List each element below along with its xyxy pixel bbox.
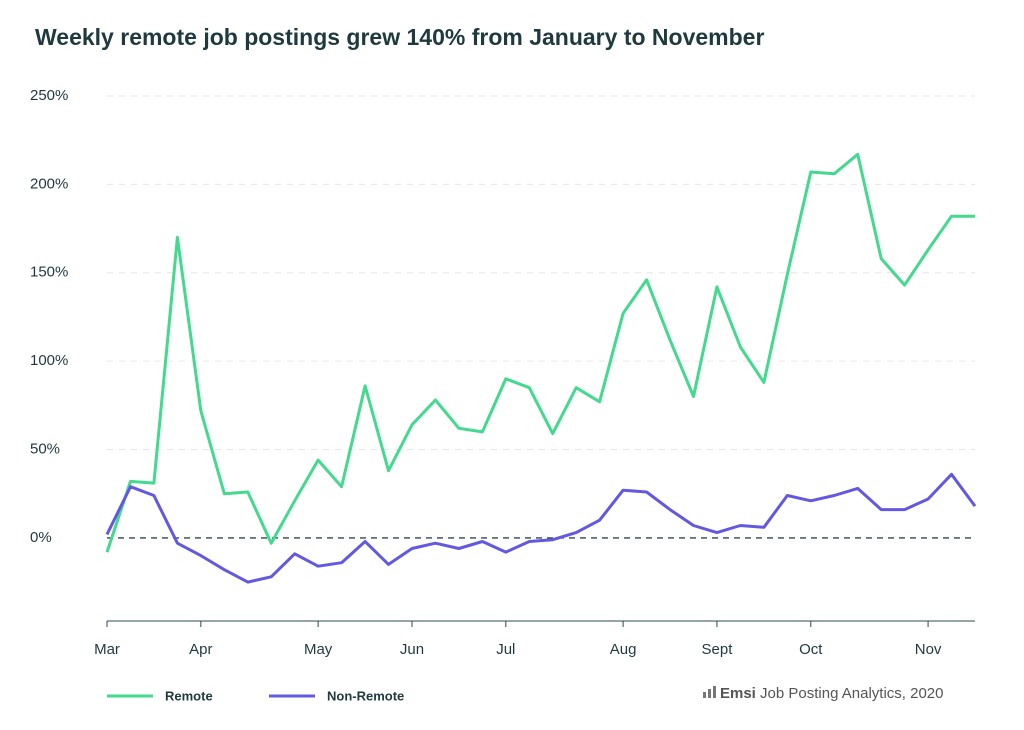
x-tick-label: Sept	[702, 641, 734, 658]
source: Emsi Job Posting Analytics, 2020	[720, 685, 943, 702]
y-tick-label: 200%	[30, 175, 68, 192]
x-tick-label: Jul	[496, 641, 515, 658]
source-text: Job Posting Analytics, 2020	[760, 685, 943, 702]
x-tick-label: Jun	[400, 641, 424, 658]
y-tick-label: 100%	[30, 352, 68, 369]
x-tick-label: Oct	[799, 641, 823, 658]
chart-title: Weekly remote job postings grew 140% fro…	[35, 24, 764, 50]
series-line	[105, 472, 977, 584]
y-tick-label: 0%	[30, 529, 52, 546]
x-tick-label: Apr	[189, 641, 212, 658]
source-icon	[703, 686, 716, 698]
legend-label: Remote	[165, 688, 213, 703]
x-tick-label: Mar	[94, 641, 120, 658]
legend-label: Non-Remote	[327, 688, 404, 703]
y-tick-label: 150%	[30, 264, 68, 281]
x-tick-label: Aug	[610, 641, 637, 658]
y-tick-label: 50%	[30, 441, 60, 458]
series-line	[105, 152, 975, 553]
source-brand: Emsi	[720, 685, 756, 702]
x-tick-label: May	[304, 641, 333, 658]
x-tick-label: Nov	[915, 641, 942, 658]
y-tick-label: 250%	[30, 87, 68, 104]
